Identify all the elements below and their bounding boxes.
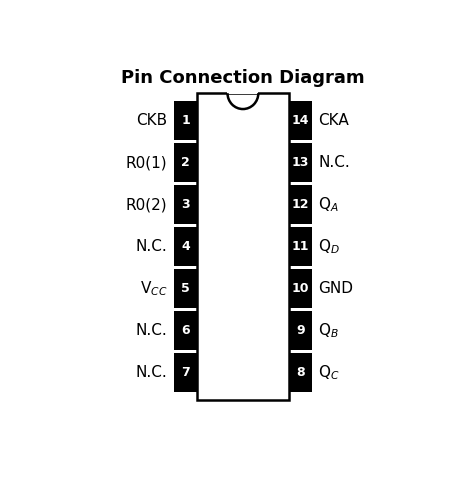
Bar (174, 143, 197, 183)
Text: 11: 11 (292, 240, 309, 253)
Text: 14: 14 (292, 114, 309, 127)
Text: CKA: CKA (318, 113, 349, 128)
Text: 2: 2 (181, 156, 190, 169)
Text: 8: 8 (296, 366, 304, 379)
Text: 12: 12 (292, 198, 309, 211)
Bar (289, 269, 311, 308)
Text: N.C.: N.C. (136, 239, 168, 254)
Text: Pin Connection Diagram: Pin Connection Diagram (121, 68, 365, 87)
Text: R0(1): R0(1) (126, 155, 168, 170)
Text: 5: 5 (181, 282, 190, 295)
Text: 1: 1 (181, 114, 190, 127)
Text: 3: 3 (182, 198, 190, 211)
Bar (197, 93, 289, 400)
Text: GND: GND (318, 281, 353, 296)
Text: 4: 4 (181, 240, 190, 253)
Text: V$_{CC}$: V$_{CC}$ (140, 279, 168, 298)
Bar (289, 101, 311, 140)
Bar (289, 311, 311, 350)
Bar (289, 227, 311, 267)
Text: 13: 13 (292, 156, 309, 169)
Text: Q$_B$: Q$_B$ (318, 321, 339, 340)
Text: CKB: CKB (137, 113, 168, 128)
Bar (174, 227, 197, 267)
Text: Q$_D$: Q$_D$ (318, 237, 340, 256)
Bar (174, 101, 197, 140)
Text: N.C.: N.C. (136, 365, 168, 380)
Bar (174, 269, 197, 308)
Bar (174, 184, 197, 224)
Bar (289, 353, 311, 393)
Text: N.C.: N.C. (318, 155, 350, 170)
Bar (174, 311, 197, 350)
Text: 9: 9 (296, 324, 304, 337)
Bar (289, 143, 311, 183)
Text: R0(2): R0(2) (126, 197, 168, 212)
Text: Q$_A$: Q$_A$ (318, 195, 339, 214)
Bar (289, 184, 311, 224)
Text: 10: 10 (292, 282, 309, 295)
Text: 6: 6 (182, 324, 190, 337)
Text: 7: 7 (181, 366, 190, 379)
Bar (174, 353, 197, 393)
Bar (228, 88, 258, 93)
Text: N.C.: N.C. (136, 323, 168, 338)
Text: Q$_C$: Q$_C$ (318, 363, 340, 382)
